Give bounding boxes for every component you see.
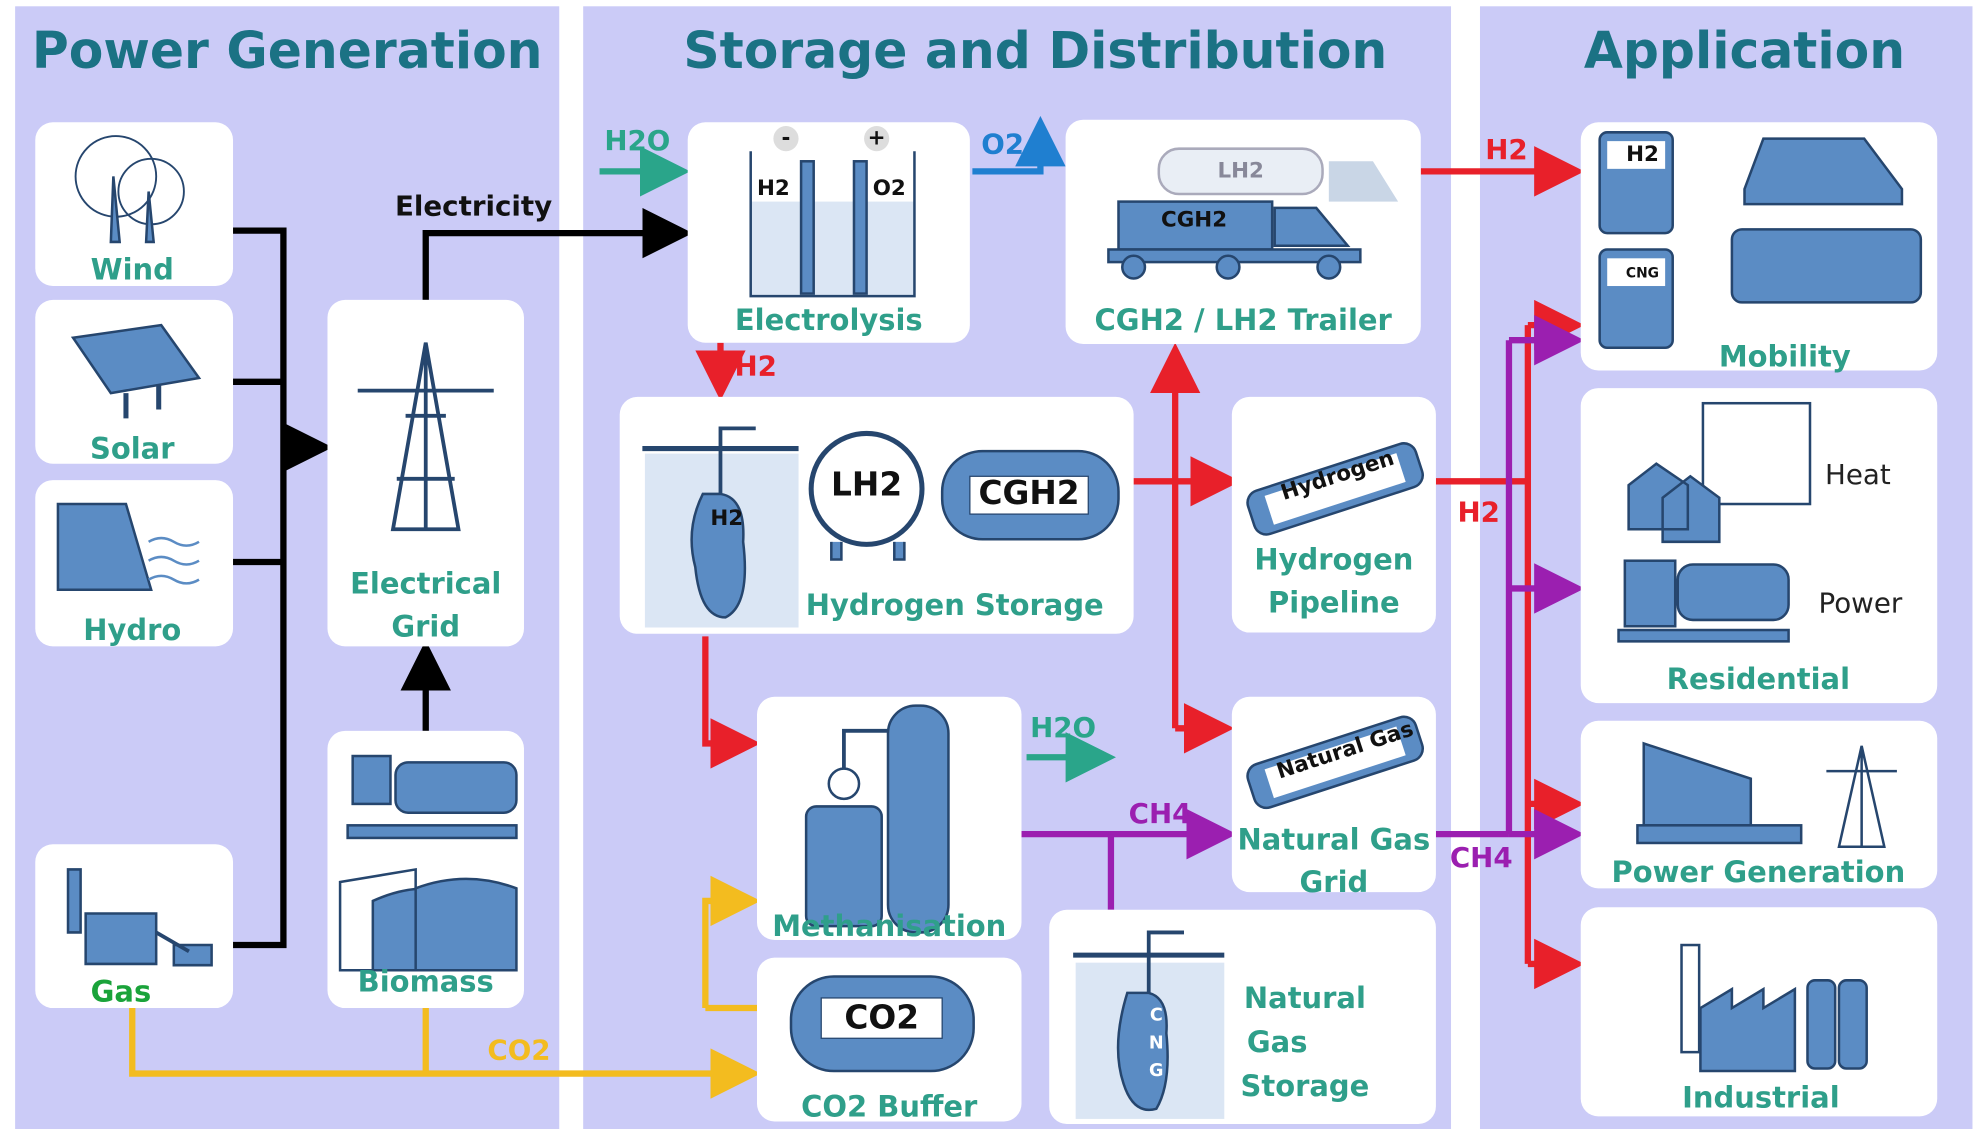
icon-label: N xyxy=(1149,1033,1164,1053)
node-label: Grid xyxy=(391,609,460,643)
section-title: Power Generation xyxy=(32,21,543,80)
node-label: Wind xyxy=(91,253,174,287)
icon-label: G xyxy=(1149,1061,1163,1081)
icon-label: O2 xyxy=(873,176,906,201)
node-labels: Wind Solar Hydro Gas Electrical Grid Bio… xyxy=(83,253,1905,1124)
node-label: Hydrogen xyxy=(1254,543,1413,577)
node-label: Methanisation xyxy=(772,909,1006,943)
flow-label: H2 xyxy=(1485,133,1527,166)
use-label: Heat xyxy=(1825,458,1891,491)
icon-label: - xyxy=(782,126,791,151)
node-label: Electrolysis xyxy=(735,303,923,337)
node-label: Hydro xyxy=(83,613,181,647)
icon-label: LH2 xyxy=(1217,158,1263,183)
node-label: Natural xyxy=(1244,981,1366,1015)
icon-label: H2 xyxy=(1626,142,1659,167)
flow-label: H2O xyxy=(604,124,670,157)
node-label: Pipeline xyxy=(1268,585,1400,619)
flow-label: CO2 xyxy=(487,1034,550,1067)
icon-label: CGH2 xyxy=(1161,208,1227,233)
node-label: Solar xyxy=(90,432,175,466)
icon-label: + xyxy=(868,126,886,151)
node-label: Storage xyxy=(1241,1069,1370,1103)
node-label: Natural Gas xyxy=(1238,822,1431,856)
icons xyxy=(56,126,1923,1119)
icon-label: CGH2 xyxy=(979,474,1080,512)
node-label: Power Generation xyxy=(1612,855,1906,889)
node-label: Grid xyxy=(1300,865,1369,899)
icon-label: LH2 xyxy=(831,465,902,503)
flow-labels: Electricity H2O O2 H2 H2 H2 H2O CH4 CH4 … xyxy=(395,124,1528,1067)
section-title: Application xyxy=(1584,21,1905,80)
flow-label: CH4 xyxy=(1129,797,1192,830)
node-label: CGH2 / LH2 Trailer xyxy=(1095,303,1393,337)
icon-label: C xyxy=(1150,1006,1163,1026)
flow-label: O2 xyxy=(981,128,1024,161)
use-label: Power xyxy=(1819,586,1903,619)
flow-label: Electricity xyxy=(395,189,552,222)
node-label: Hydrogen Storage xyxy=(806,588,1104,622)
flow-label: CH4 xyxy=(1450,841,1513,874)
node-label: Gas xyxy=(1247,1025,1308,1059)
flows xyxy=(129,115,1585,1099)
section-title: Storage and Distribution xyxy=(683,21,1387,80)
node-label: Biomass xyxy=(358,965,494,999)
node-label: Gas xyxy=(91,975,152,1009)
flow-label: H2O xyxy=(1030,711,1096,744)
node-label: Industrial xyxy=(1682,1081,1840,1115)
flow-label: H2 xyxy=(735,349,777,382)
icon-label: H2 xyxy=(710,506,743,531)
node-label: CO2 Buffer xyxy=(801,1089,978,1123)
icon-label: CO2 xyxy=(844,998,919,1036)
icon-label: H2 xyxy=(757,176,790,201)
flow-label: H2 xyxy=(1458,496,1500,529)
node-label: Residential xyxy=(1667,662,1850,696)
node-label: Electrical xyxy=(350,566,501,600)
node-label: Mobility xyxy=(1719,340,1851,374)
icon-label: CNG xyxy=(1626,265,1659,281)
